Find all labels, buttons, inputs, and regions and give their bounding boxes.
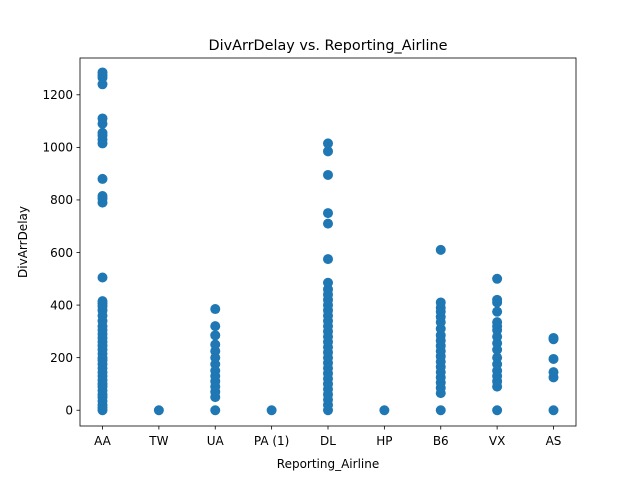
data-point xyxy=(548,353,559,364)
data-point xyxy=(323,208,333,219)
y-tick-label: 1000 xyxy=(42,141,73,155)
data-point xyxy=(210,405,221,416)
data-point xyxy=(323,254,333,265)
y-tick-label: 1200 xyxy=(42,88,73,102)
data-point xyxy=(210,330,221,341)
data-point xyxy=(97,272,108,283)
data-point xyxy=(323,138,333,149)
data-point xyxy=(153,405,164,416)
data-point xyxy=(97,67,108,78)
data-point xyxy=(97,127,108,138)
data-point xyxy=(210,321,221,332)
data-points xyxy=(97,67,559,416)
data-point xyxy=(97,173,108,184)
data-point xyxy=(323,146,333,157)
data-point xyxy=(97,191,108,201)
y-tick-label: 200 xyxy=(50,351,73,365)
data-point xyxy=(492,405,503,416)
data-point xyxy=(210,339,221,350)
data-point xyxy=(435,405,446,416)
x-tick-label: UA xyxy=(207,434,225,448)
data-point xyxy=(97,113,108,124)
data-point xyxy=(548,405,559,416)
y-axis-title: DivArrDelay xyxy=(16,206,30,278)
data-point xyxy=(210,304,221,315)
data-point xyxy=(323,169,333,180)
data-point xyxy=(97,296,108,307)
x-tick-label: TW xyxy=(148,434,168,448)
data-point xyxy=(266,405,277,416)
y-tick-label: 400 xyxy=(50,298,73,312)
data-point xyxy=(548,367,559,378)
y-tick-label: 600 xyxy=(50,246,73,260)
data-point xyxy=(548,332,559,343)
data-point xyxy=(492,294,503,305)
x-tick-label: AS xyxy=(546,434,562,448)
x-tick-label: AA xyxy=(94,434,112,448)
chart-title: DivArrDelay vs. Reporting_Airline xyxy=(209,38,448,54)
data-point xyxy=(323,277,333,288)
x-axis-ticks: AA TW UA PA (1) DL HP B6 VX AS xyxy=(94,426,561,448)
x-tick-label: PA (1) xyxy=(254,434,290,448)
x-tick-label: HP xyxy=(376,434,392,448)
data-point xyxy=(492,317,503,328)
data-point xyxy=(379,405,390,416)
x-axis-title: Reporting_Airline xyxy=(277,457,379,471)
data-point xyxy=(435,297,446,308)
y-axis-ticks: 0 200 400 600 800 1000 1200 xyxy=(42,88,80,418)
data-point xyxy=(323,218,333,229)
data-point xyxy=(492,273,503,284)
y-tick-label: 0 xyxy=(65,404,73,418)
data-point xyxy=(492,352,503,363)
data-point xyxy=(435,244,446,255)
x-tick-label: VX xyxy=(489,434,505,448)
data-point xyxy=(492,306,503,317)
x-tick-label: B6 xyxy=(433,434,449,448)
y-tick-label: 800 xyxy=(50,193,73,207)
x-tick-label: DL xyxy=(320,434,336,448)
